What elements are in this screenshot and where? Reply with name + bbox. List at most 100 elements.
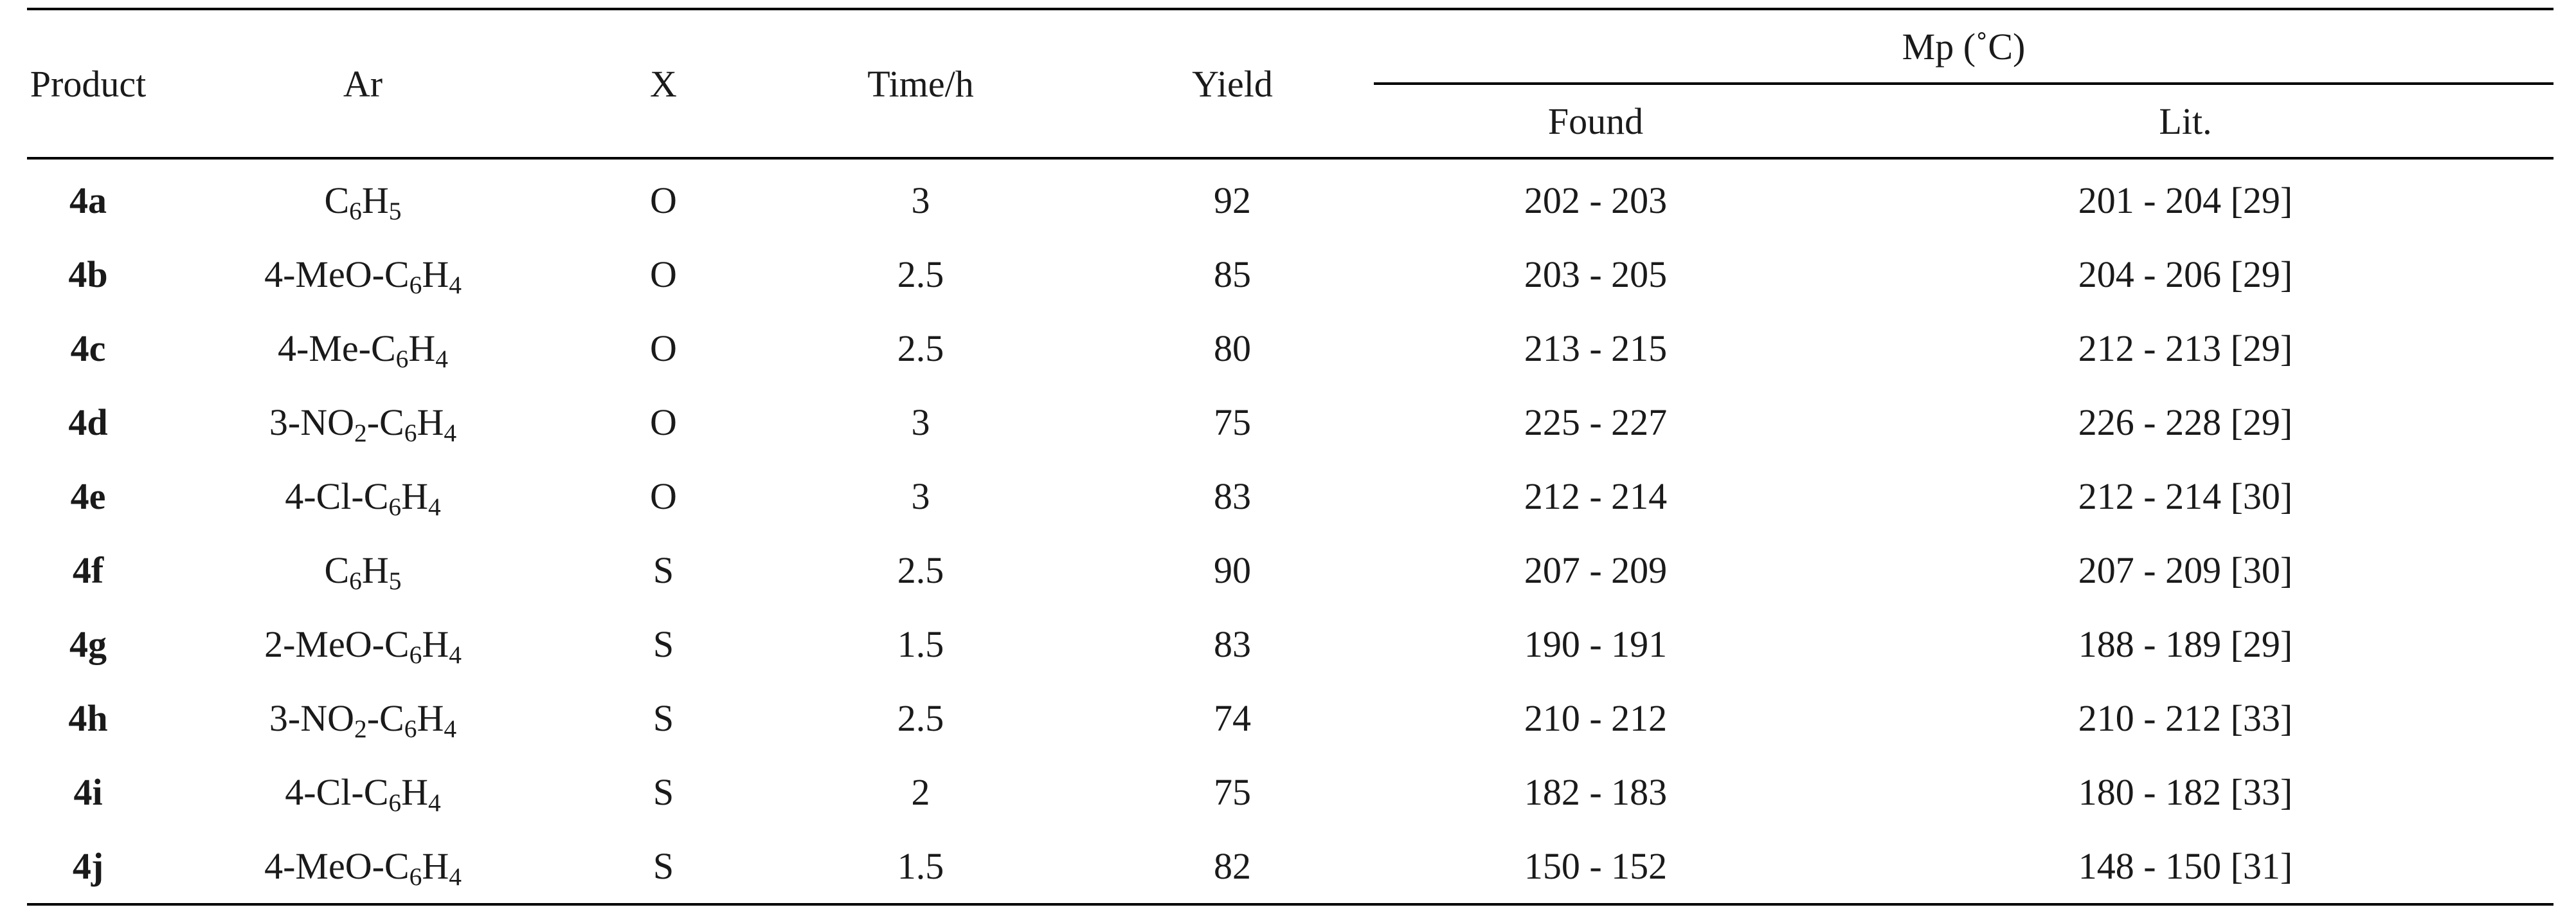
header-yield: Yield bbox=[1091, 9, 1374, 160]
product-cell: 4i bbox=[73, 771, 103, 813]
formula-text: C bbox=[324, 179, 350, 221]
table-row: 4b 4-MeO-C6H4 O 2.5 85 203 - 205 204 - 206 [29… bbox=[27, 237, 2553, 311]
yield-cell: 83 bbox=[1214, 623, 1251, 665]
formula-text: 2-MeO-C bbox=[264, 623, 410, 665]
x-cell: S bbox=[653, 697, 674, 739]
mp-lit-cell: 210 - 212 [33] bbox=[2078, 697, 2293, 739]
mp-found-cell: 212 - 214 bbox=[1524, 475, 1668, 517]
formula-text: C bbox=[324, 549, 350, 591]
mp-found-cell: 203 - 205 bbox=[1524, 253, 1668, 295]
product-cell: 4d bbox=[68, 401, 108, 443]
aryl-formula-cell: C6H5 bbox=[149, 533, 577, 607]
aryl-formula-cell: 4-MeO-C6H4 bbox=[149, 829, 577, 904]
yield-cell: 75 bbox=[1214, 401, 1251, 443]
mp-lit-cell: 188 - 189 [29] bbox=[2078, 623, 2293, 665]
formula-text: 4-MeO-C bbox=[264, 845, 410, 887]
formula-text: 4-Me-C bbox=[278, 327, 396, 369]
mp-found-cell: 150 - 152 bbox=[1524, 845, 1668, 887]
x-cell: S bbox=[653, 549, 674, 591]
yield-cell: 90 bbox=[1214, 549, 1251, 591]
formula-text: H bbox=[422, 623, 449, 665]
product-cell: 4g bbox=[69, 623, 107, 665]
table-row: 4a C6H5 O 3 92 202 - 203 201 - 204 [29] bbox=[27, 158, 2553, 237]
yield-cell: 82 bbox=[1214, 845, 1251, 887]
header-found: Found bbox=[1374, 84, 1817, 160]
mp-found-cell: 207 - 209 bbox=[1524, 549, 1668, 591]
mp-lit-cell: 204 - 206 [29] bbox=[2078, 253, 2293, 295]
formula-text: H bbox=[361, 179, 389, 221]
formula-subscript: 6 bbox=[404, 714, 417, 743]
mp-lit-cell: 207 - 209 [30] bbox=[2078, 549, 2293, 591]
formula-text: H bbox=[417, 401, 444, 443]
formula-subscript: 2 bbox=[354, 714, 367, 743]
aryl-formula-cell: 2-MeO-C6H4 bbox=[149, 607, 577, 681]
results-table: Product Ar X Time/h Yield Mp (˚C) Found … bbox=[27, 8, 2554, 906]
mp-found-cell: 202 - 203 bbox=[1524, 179, 1668, 221]
formula-subscript: 4 bbox=[449, 640, 462, 669]
formula-text: -C bbox=[366, 697, 404, 739]
mp-lit-cell: 201 - 204 [29] bbox=[2078, 179, 2293, 221]
x-cell: O bbox=[650, 253, 677, 295]
table-body: 4a C6H5 O 3 92 202 - 203 201 - 204 [29] 4b 4-MeO… bbox=[27, 158, 2554, 904]
table-row: 4i 4-Cl-C6H4 S 2 75 182 - 183 180 - 182 [33] bbox=[27, 755, 2553, 829]
mp-lit-cell: 226 - 228 [29] bbox=[2078, 401, 2293, 443]
mp-found-cell: 225 - 227 bbox=[1524, 401, 1668, 443]
mp-lit-cell: 180 - 182 [33] bbox=[2078, 771, 2293, 813]
product-cell: 4h bbox=[68, 697, 108, 739]
product-cell: 4c bbox=[70, 327, 106, 369]
aryl-formula-cell: 4-MeO-C6H4 bbox=[149, 237, 577, 311]
yield-cell: 74 bbox=[1214, 697, 1251, 739]
formula-subscript: 6 bbox=[409, 270, 422, 299]
formula-subscript: 4 bbox=[428, 788, 441, 817]
table-row: 4e 4-Cl-C6H4 O 3 83 212 - 214 212 - 214 [30] bbox=[27, 459, 2553, 533]
x-cell: O bbox=[650, 327, 677, 369]
time-cell: 3 bbox=[911, 401, 930, 443]
time-cell: 2.5 bbox=[897, 253, 944, 295]
time-cell: 2.5 bbox=[897, 549, 944, 591]
formula-subscript: 6 bbox=[349, 566, 362, 595]
aryl-formula-cell: 4-Cl-C6H4 bbox=[149, 459, 577, 533]
header-subrow: Found Lit. bbox=[27, 84, 2554, 160]
header-mp: Mp (˚C) bbox=[1374, 9, 2554, 85]
formula-text: H bbox=[401, 771, 428, 813]
yield-cell: 85 bbox=[1214, 253, 1251, 295]
formula-subscript: 4 bbox=[444, 714, 457, 743]
formula-text: 4-MeO-C bbox=[264, 253, 410, 295]
x-cell: S bbox=[653, 771, 674, 813]
product-cell: 4b bbox=[68, 253, 108, 295]
table-row: 4c 4-Me-C6H4 O 2.5 80 213 - 215 212 - 213 [29] bbox=[27, 311, 2553, 385]
formula-text: 3-NO bbox=[269, 697, 355, 739]
yield-cell: 92 bbox=[1214, 179, 1251, 221]
formula-subscript: 5 bbox=[388, 196, 402, 225]
aryl-formula-cell: 3-NO2-C6H4 bbox=[149, 681, 577, 755]
header-time: Time/h bbox=[750, 9, 1091, 160]
yield-cell: 80 bbox=[1214, 327, 1251, 369]
formula-text: -C bbox=[366, 401, 404, 443]
x-cell: O bbox=[650, 475, 677, 517]
product-cell: 4a bbox=[69, 179, 107, 221]
x-cell: O bbox=[650, 179, 677, 221]
yield-cell: 83 bbox=[1214, 475, 1251, 517]
time-cell: 2.5 bbox=[897, 327, 944, 369]
formula-subscript: 4 bbox=[428, 492, 441, 521]
time-cell: 2.5 bbox=[897, 697, 944, 739]
x-cell: S bbox=[653, 623, 674, 665]
table-row: 4g 2-MeO-C6H4 S 1.5 83 190 - 191 188 - 189 [29… bbox=[27, 607, 2553, 681]
formula-text: H bbox=[361, 549, 389, 591]
time-cell: 1.5 bbox=[897, 845, 944, 887]
aryl-formula-cell: 4-Me-C6H4 bbox=[149, 311, 577, 385]
formula-subscript: 4 bbox=[435, 344, 448, 373]
table-row: 4d 3-NO2-C6H4 O 3 75 225 - 227 226 - 228 [29] bbox=[27, 385, 2553, 459]
formula-subscript: 4 bbox=[449, 270, 462, 299]
mp-found-cell: 210 - 212 bbox=[1524, 697, 1668, 739]
formula-subscript: 6 bbox=[349, 196, 362, 225]
formula-text: 4-Cl-C bbox=[285, 475, 389, 517]
formula-subscript: 6 bbox=[409, 862, 422, 891]
table-row: 4j 4-MeO-C6H4 S 1.5 82 150 - 152 148 - 150 [31… bbox=[27, 829, 2554, 904]
formula-text: H bbox=[422, 253, 449, 295]
time-cell: 1.5 bbox=[897, 623, 944, 665]
product-cell: 4e bbox=[70, 475, 106, 517]
mp-found-cell: 190 - 191 bbox=[1524, 623, 1668, 665]
formula-subscript: 6 bbox=[388, 492, 402, 521]
